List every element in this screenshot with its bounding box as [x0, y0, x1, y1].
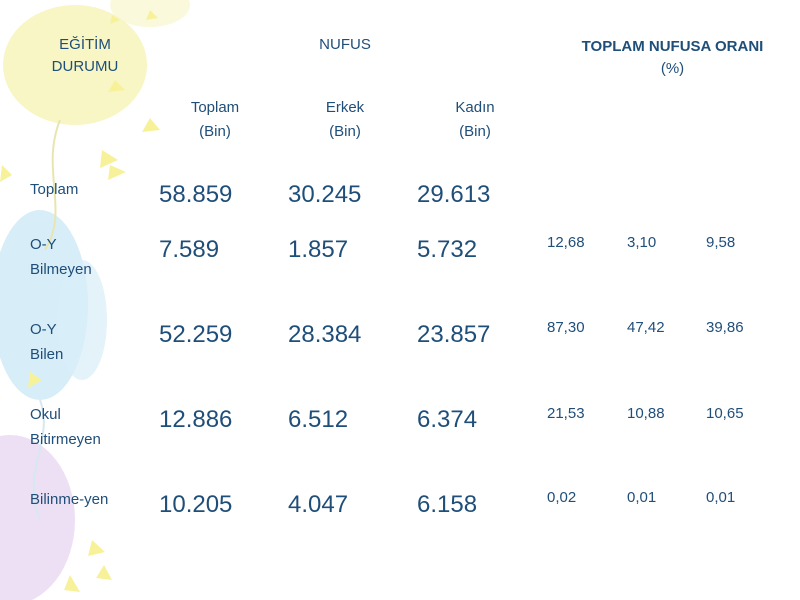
- row-label: O-Y Bilen: [30, 317, 63, 367]
- row-label-line1: Bilinme-yen: [30, 491, 109, 508]
- erkek-column-unit: (Bin): [329, 123, 361, 140]
- row-label: O-Y Bilmeyen: [30, 232, 92, 282]
- percent-total: 12,68: [547, 234, 585, 251]
- percent-male: 3,10: [627, 234, 657, 251]
- kadin-column-unit: (Bin): [459, 123, 491, 140]
- row-label: Toplam: [30, 177, 78, 202]
- erkek-value: 6.512: [288, 406, 349, 433]
- purple-balloon-icon: [0, 435, 75, 600]
- yellow-balloon-icon: [3, 5, 147, 125]
- oran-header-line2: (%): [660, 60, 685, 77]
- row-label-line2: Bitirmeyen: [30, 431, 101, 448]
- toplam-column-unit: (Bin): [199, 123, 231, 140]
- row-label-line2: Bilmeyen: [30, 261, 92, 278]
- percent-female: 0,01: [706, 489, 736, 506]
- oran-header: TOPLAM NUFUSA ORANI (%): [545, 38, 800, 78]
- row-label: Okul Bitirmeyen: [30, 402, 101, 452]
- erkek-value: 4.047: [288, 491, 349, 518]
- erkek-column-label: Erkek: [325, 99, 365, 116]
- percent-male: 47,42: [627, 319, 665, 336]
- toplam-column-label: Toplam: [190, 99, 240, 116]
- percent-total: 87,30: [547, 319, 585, 336]
- toplam-value: 52.259: [159, 321, 233, 348]
- percent-total: 0,02: [547, 489, 577, 506]
- toplam-value: 58.859: [159, 181, 233, 208]
- kadin-value: 6.374: [417, 406, 478, 433]
- row-label: Bilinme-yen: [30, 487, 108, 512]
- kadin-column-label: Kadın: [455, 99, 495, 116]
- kadin-value: 6.158: [417, 491, 478, 518]
- row-label-line2: Bilen: [30, 346, 64, 363]
- percent-male: 0,01: [627, 489, 657, 506]
- erkek-value: 1.857: [288, 236, 349, 263]
- percent-female: 39,86: [706, 319, 744, 336]
- oran-header-line1: TOPLAM NUFUSA ORANI: [581, 38, 764, 55]
- toplam-value: 7.589: [159, 236, 220, 263]
- toplam-column-header: Toplam (Bin): [170, 99, 260, 141]
- kadin-value: 5.732: [417, 236, 478, 263]
- percent-female: 10,65: [706, 405, 744, 422]
- percent-male: 10,88: [627, 405, 665, 422]
- row-label-line1: Toplam: [30, 181, 79, 198]
- row-label-line1: Okul: [30, 406, 61, 423]
- percent-female: 9,58: [706, 234, 736, 251]
- toplam-value: 12.886: [159, 406, 233, 433]
- percent-total: 21,53: [547, 405, 585, 422]
- erkek-value: 28.384: [288, 321, 362, 348]
- kadin-value: 29.613: [417, 181, 491, 208]
- kadin-value: 23.857: [417, 321, 491, 348]
- egitim-durumu-header: EĞİTİM DURUMU: [40, 36, 130, 76]
- erkek-value: 30.245: [288, 181, 362, 208]
- star-decoration-icon: [0, 10, 160, 592]
- row-label-line1: O-Y: [30, 321, 57, 338]
- toplam-value: 10.205: [159, 491, 233, 518]
- nufus-header: NUFUS: [319, 36, 371, 53]
- egitim-header-line2: DURUMU: [51, 58, 119, 75]
- egitim-header-line1: EĞİTİM: [59, 36, 111, 53]
- kadin-column-header: Kadın (Bin): [430, 99, 520, 141]
- erkek-column-header: Erkek (Bin): [300, 99, 390, 141]
- row-label-line1: O-Y: [30, 236, 57, 253]
